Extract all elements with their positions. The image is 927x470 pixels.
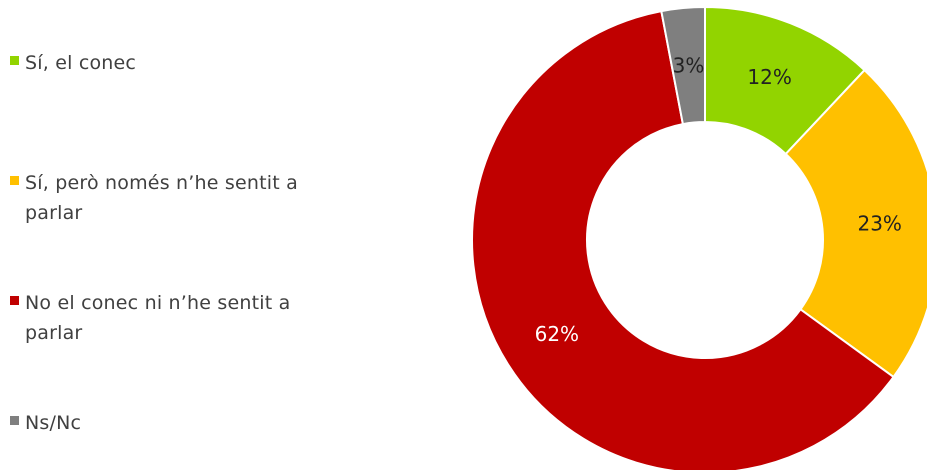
- legend-label: No el conec ni n’he sentit a parlar: [25, 292, 291, 344]
- legend-swatch: [10, 296, 19, 305]
- data-label: 12%: [747, 65, 791, 89]
- legend-label: Sí, però només n’he sentit a parlar: [25, 172, 298, 224]
- legend-item-ns-nc: Ns/Nc: [10, 408, 310, 438]
- legend-item-nomes-sentit: Sí, però només n’he sentit a parlar: [10, 168, 310, 228]
- data-label: 62%: [535, 322, 579, 346]
- legend-swatch: [10, 176, 19, 185]
- data-label: 3%: [673, 53, 705, 77]
- legend-swatch: [10, 56, 19, 65]
- legend-item-no-el-conec: No el conec ni n’he sentit a parlar: [10, 288, 310, 348]
- data-label: 23%: [857, 211, 901, 235]
- legend-swatch: [10, 416, 19, 425]
- legend-item-si-el-conec: Sí, el conec: [10, 48, 310, 78]
- slice-ns-nc: [660, 5, 706, 126]
- legend-label: Sí, el conec: [25, 52, 137, 74]
- legend-label: Ns/Nc: [25, 412, 82, 434]
- slice-nomes-sentit: [784, 68, 927, 379]
